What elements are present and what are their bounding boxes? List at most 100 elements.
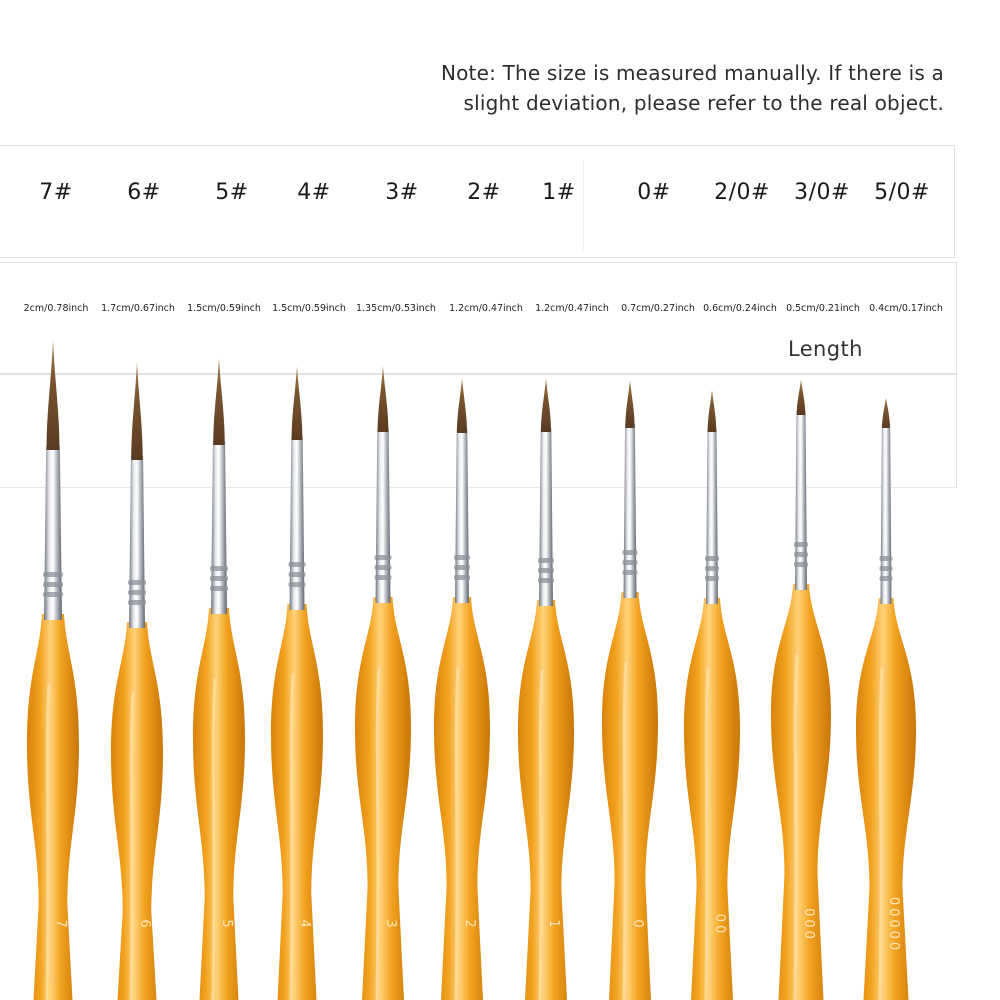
length-label-3-0: 0.5cm/0.21inch bbox=[786, 303, 860, 314]
ferrule-ring bbox=[288, 582, 306, 587]
brush-handle bbox=[434, 597, 490, 1000]
brush-9: 00 bbox=[684, 390, 740, 1000]
handle-mark: 000 bbox=[801, 908, 816, 942]
ferrule-ring bbox=[794, 542, 808, 547]
length-label-2: 1.2cm/0.47inch bbox=[449, 303, 523, 314]
brush-4: 4 bbox=[271, 366, 323, 1000]
size-label-1: 1# bbox=[542, 180, 576, 205]
ferrule-ring bbox=[288, 562, 306, 567]
length-label-7: 2cm/0.78inch bbox=[23, 303, 89, 314]
brush-11: 00000 bbox=[856, 398, 916, 1000]
note-line-1: Note: The size is measured manually. If … bbox=[440, 61, 944, 85]
handle-highlight bbox=[375, 666, 381, 1000]
ferrule-ring bbox=[288, 572, 306, 577]
brush-handle bbox=[355, 597, 411, 1000]
ferrule-ring bbox=[879, 576, 893, 581]
size-panel bbox=[0, 145, 955, 258]
ferrule-ring bbox=[43, 592, 63, 597]
brush-10: 000 bbox=[771, 380, 831, 1000]
measurement-note: Note: The size is measured manually. If … bbox=[344, 58, 944, 118]
brush-1: 7 bbox=[27, 340, 79, 1000]
handle-mark: 2 bbox=[462, 919, 477, 930]
brush-6: 2 bbox=[434, 378, 490, 1000]
length-label-1: 1.2cm/0.47inch bbox=[535, 303, 609, 314]
handle-mark: 7 bbox=[53, 919, 68, 930]
size-label-7: 7# bbox=[39, 180, 73, 205]
ferrule-ring bbox=[454, 555, 470, 560]
ferrule-ring bbox=[128, 590, 146, 595]
handle-mark: 3 bbox=[383, 919, 398, 930]
brush-handle bbox=[771, 584, 831, 1000]
handle-mark: 5 bbox=[219, 919, 234, 930]
handle-mark: 0 bbox=[630, 919, 645, 930]
ferrule-ring bbox=[705, 576, 719, 581]
ferrule-ring bbox=[622, 570, 638, 575]
ferrule-ring bbox=[454, 575, 470, 580]
brush-bristles bbox=[213, 358, 225, 445]
size-label-3-0: 3/0# bbox=[794, 180, 850, 205]
length-label-3: 1.35cm/0.53inch bbox=[356, 303, 436, 314]
brush-handle bbox=[27, 614, 79, 1000]
brush-bristles bbox=[46, 340, 60, 450]
ferrule-ring bbox=[374, 565, 392, 570]
brush-3: 5 bbox=[193, 358, 245, 1000]
handle-mark: 6 bbox=[137, 919, 152, 930]
brush-bristles bbox=[540, 378, 552, 432]
handle-highlight bbox=[538, 669, 544, 1000]
length-caption: Length bbox=[788, 337, 863, 361]
length-label-5-0: 0.4cm/0.17inch bbox=[869, 303, 943, 314]
handle-highlight bbox=[454, 666, 460, 1000]
length-label-4: 1.5cm/0.59inch bbox=[272, 303, 346, 314]
handle-highlight bbox=[878, 667, 884, 1000]
size-label-6: 6# bbox=[127, 180, 161, 205]
handle-highlight bbox=[704, 667, 710, 1000]
ferrule-ring bbox=[538, 558, 554, 563]
handle-highlight bbox=[622, 661, 628, 1000]
handle-highlight bbox=[793, 653, 799, 1000]
handle-mark: 1 bbox=[546, 919, 561, 930]
ferrule-ring bbox=[538, 568, 554, 573]
brush-7: 1 bbox=[518, 378, 574, 1000]
size-label-3: 3# bbox=[385, 180, 419, 205]
ferrule-ring bbox=[210, 566, 228, 571]
ferrule-ring bbox=[454, 565, 470, 570]
size-label-4: 4# bbox=[297, 180, 331, 205]
ferrule-ring bbox=[794, 552, 808, 557]
handle-mark: 4 bbox=[297, 919, 312, 930]
size-label-2: 2# bbox=[467, 180, 501, 205]
ferrule-ring bbox=[374, 555, 392, 560]
brush-bristles bbox=[707, 390, 717, 432]
brush-bristles bbox=[796, 380, 806, 415]
brush-handle bbox=[518, 600, 574, 1000]
size-label-0: 0# bbox=[637, 180, 671, 205]
ferrule-ring bbox=[705, 556, 719, 561]
ferrule-ring bbox=[374, 575, 392, 580]
length-panel bbox=[0, 262, 957, 374]
brush-bristles bbox=[882, 398, 890, 428]
ferrule-ring bbox=[538, 578, 554, 583]
ferrule-ring bbox=[128, 580, 146, 585]
brush-8: 0 bbox=[602, 380, 658, 1000]
note-line-2: slight deviation, please refer to the re… bbox=[463, 91, 944, 115]
brush-bristles bbox=[131, 362, 143, 460]
brush-bristles bbox=[456, 378, 468, 433]
brush-handle bbox=[684, 598, 740, 1000]
handle-highlight bbox=[45, 683, 51, 1000]
size-label-2-0: 2/0# bbox=[714, 180, 770, 205]
size-label-5: 5# bbox=[215, 180, 249, 205]
length-label-5: 1.5cm/0.59inch bbox=[187, 303, 261, 314]
ferrule-ring bbox=[43, 582, 63, 587]
handle-highlight bbox=[289, 673, 295, 1000]
brush-handle bbox=[193, 608, 245, 1000]
handle-mark: 00 bbox=[712, 914, 727, 937]
ferrule-ring bbox=[879, 566, 893, 571]
brush-handle bbox=[111, 622, 163, 1000]
ferrule-ring bbox=[705, 566, 719, 571]
ferrule-ring bbox=[794, 562, 808, 567]
size-panel-divider bbox=[583, 160, 584, 250]
ferrule-ring bbox=[622, 560, 638, 565]
ferrule-ring bbox=[622, 550, 638, 555]
length-label-6: 1.7cm/0.67inch bbox=[101, 303, 175, 314]
